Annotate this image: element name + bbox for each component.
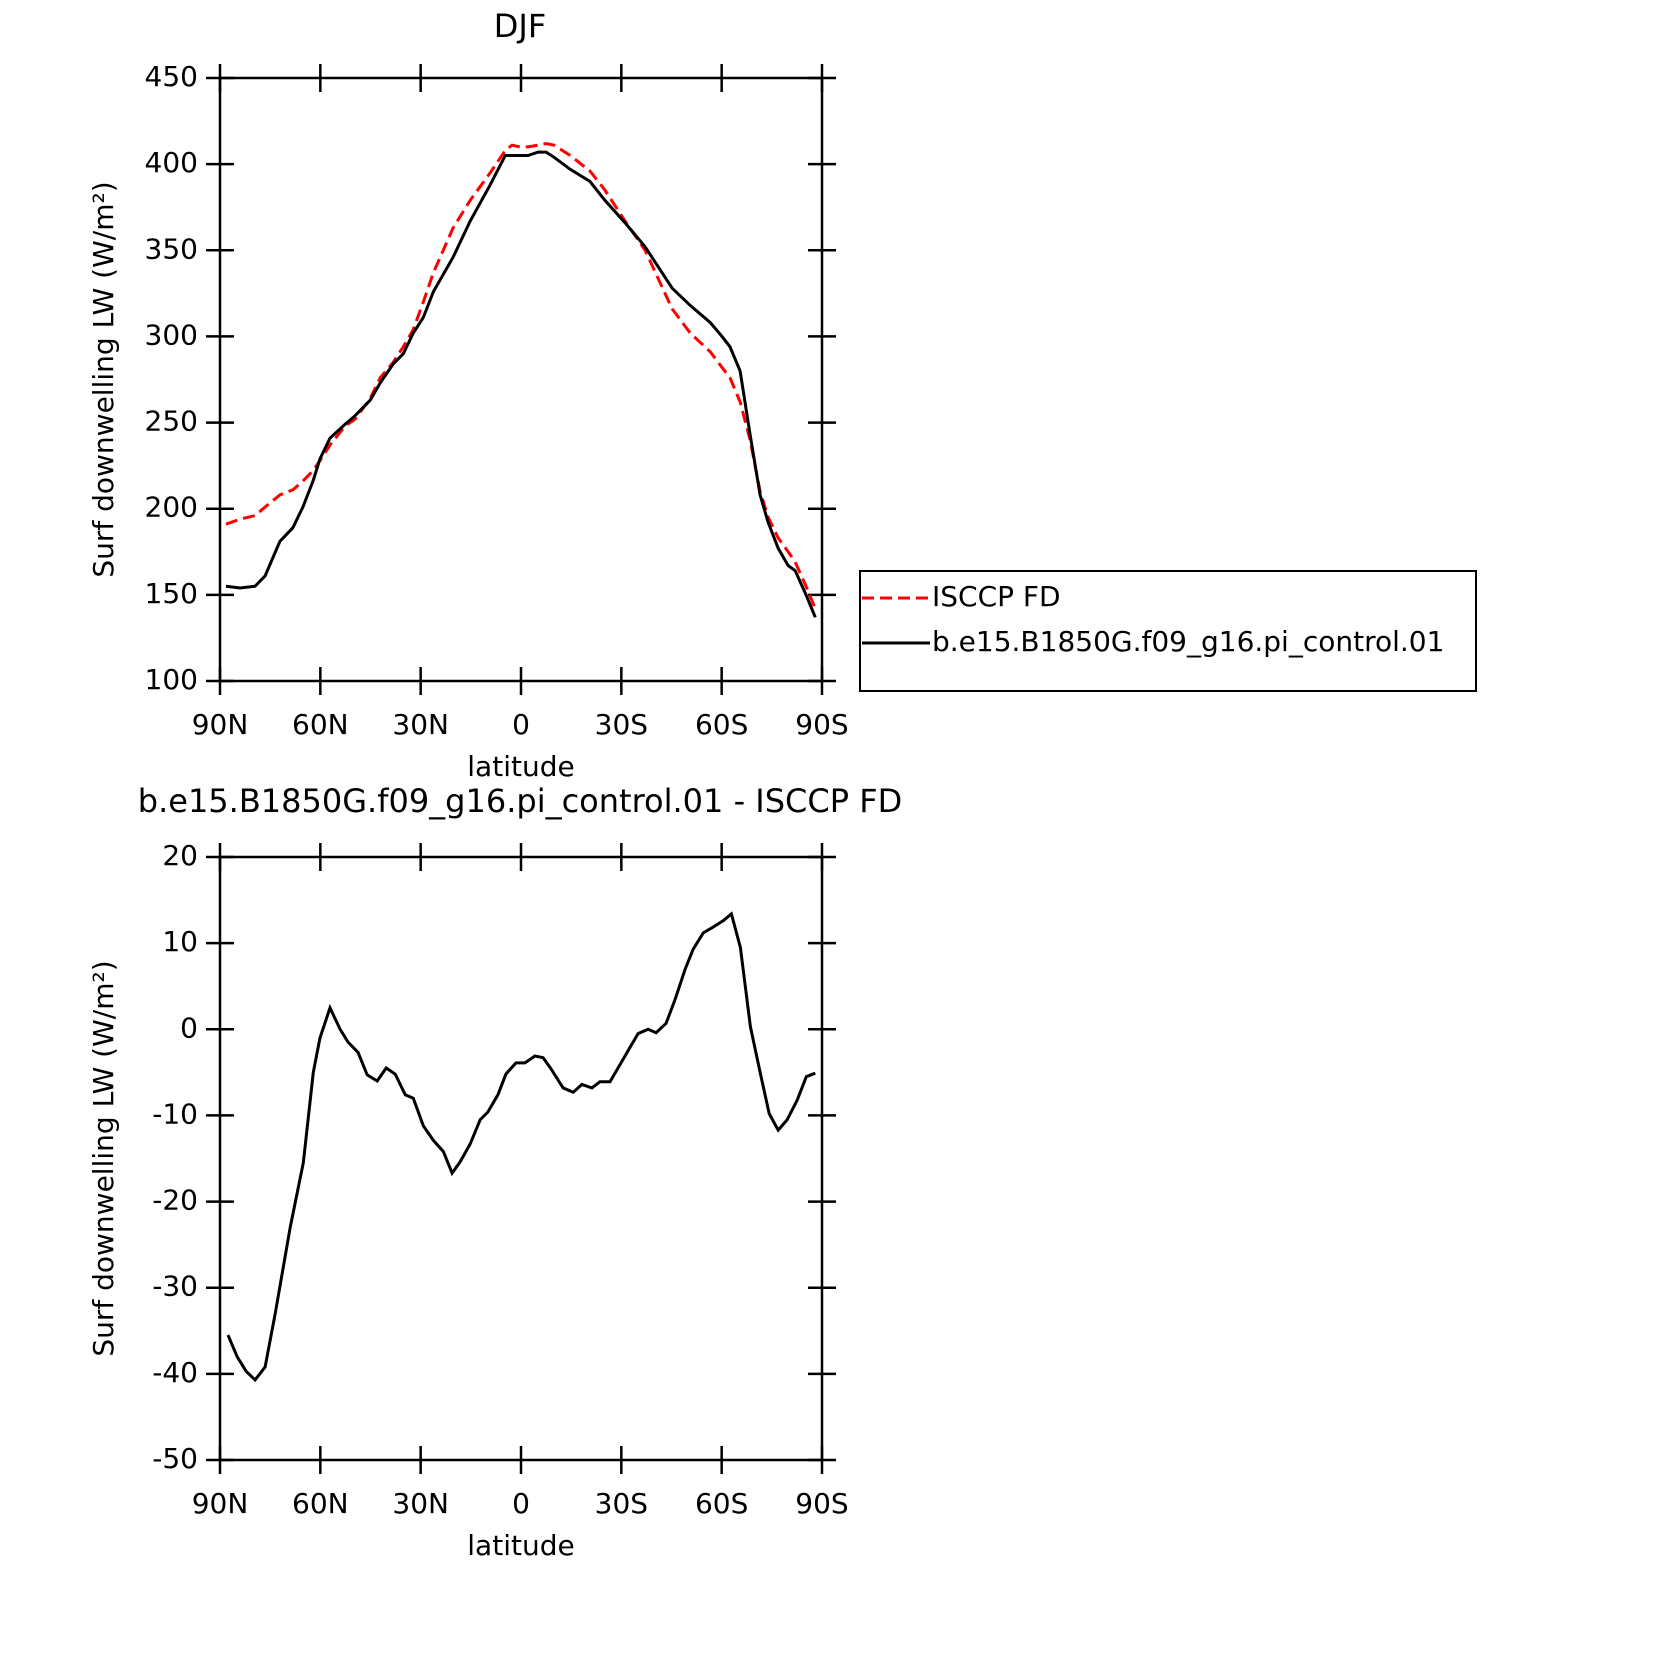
y-tick-label: 400 bbox=[145, 146, 198, 179]
x-tick-label: 30N bbox=[392, 708, 449, 741]
legend-box bbox=[859, 570, 1477, 692]
x-tick-label: 90N bbox=[192, 1487, 249, 1520]
y-tick-label: 350 bbox=[145, 232, 198, 265]
x-tick-label: 90S bbox=[795, 708, 848, 741]
y-tick-label: -40 bbox=[152, 1356, 198, 1389]
y-tick-label: -30 bbox=[152, 1270, 198, 1303]
x-axis-label: latitude bbox=[467, 1529, 574, 1562]
x-tick-label: 60N bbox=[292, 1487, 349, 1520]
y-tick-label: -10 bbox=[152, 1097, 198, 1130]
x-tick-label: 90S bbox=[795, 1487, 848, 1520]
y-tick-label: 20 bbox=[162, 839, 198, 872]
y-axis-label: Surf downwelling LW (W/m²) bbox=[87, 181, 120, 577]
y-tick-label: 300 bbox=[145, 318, 198, 351]
chart-title: b.e15.B1850G.f09_g16.pi_control.01 - ISC… bbox=[138, 782, 902, 820]
y-tick-label: -50 bbox=[152, 1442, 198, 1475]
y-axis-label: Surf downwelling LW (W/m²) bbox=[87, 960, 120, 1356]
x-tick-label: 30S bbox=[595, 1487, 648, 1520]
x-axis-label: latitude bbox=[467, 750, 574, 783]
y-tick-label: -20 bbox=[152, 1184, 198, 1217]
legend-label: ISCCP FD bbox=[932, 580, 1061, 613]
y-tick-label: 100 bbox=[145, 663, 198, 696]
chart-title: DJF bbox=[494, 7, 546, 45]
plot-frame bbox=[218, 855, 824, 1462]
x-tick-label: 60N bbox=[292, 708, 349, 741]
series-line bbox=[225, 150, 817, 618]
y-tick-label: 200 bbox=[145, 491, 198, 524]
x-tick-label: 60S bbox=[695, 1487, 748, 1520]
y-tick-label: 250 bbox=[145, 405, 198, 438]
x-tick-label: 30S bbox=[595, 708, 648, 741]
series-line bbox=[226, 911, 816, 1383]
series-line bbox=[225, 141, 817, 610]
legend-label: b.e15.B1850G.f09_g16.pi_control.01 bbox=[932, 625, 1444, 658]
y-tick-label: 0 bbox=[180, 1011, 198, 1044]
x-tick-label: 0 bbox=[512, 1487, 530, 1520]
x-tick-label: 30N bbox=[392, 1487, 449, 1520]
y-tick-label: 10 bbox=[162, 925, 198, 958]
x-tick-label: 0 bbox=[512, 708, 530, 741]
y-tick-label: 450 bbox=[145, 60, 198, 93]
x-tick-label: 60S bbox=[695, 708, 748, 741]
y-tick-label: 150 bbox=[145, 577, 198, 610]
x-tick-label: 90N bbox=[192, 708, 249, 741]
